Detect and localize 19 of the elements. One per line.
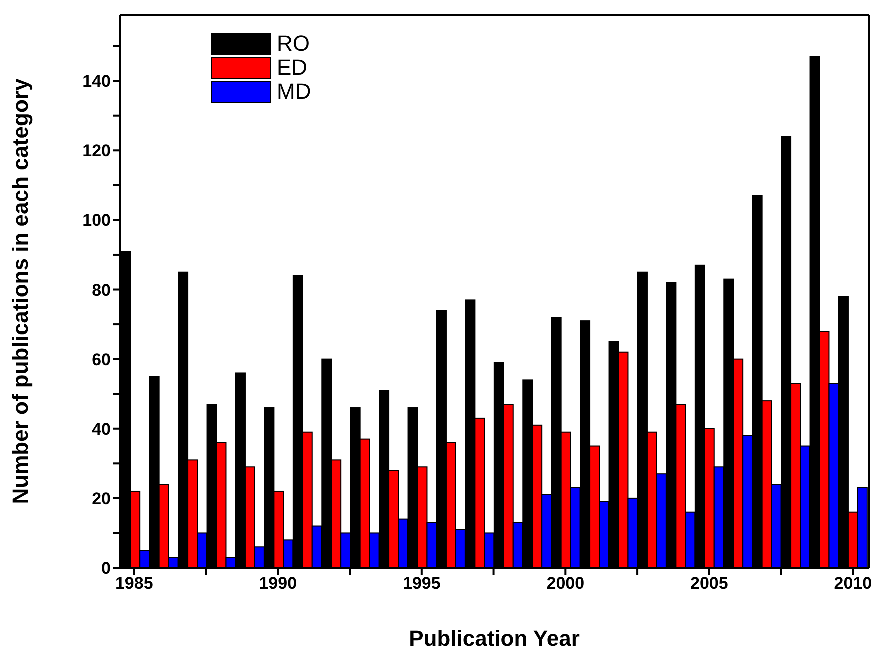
x-tick-label: 2010 — [834, 574, 872, 594]
y-tick-label: 140 — [82, 72, 111, 92]
y-tick-label: 0 — [102, 559, 111, 578]
legend-label: MD — [277, 79, 312, 105]
x-tick-label: 1995 — [402, 574, 441, 594]
x-tick-label: 1990 — [259, 574, 298, 594]
y-axis-title: Number of publications in each category — [8, 78, 33, 504]
x-axis-title: Publication Year — [409, 626, 580, 651]
y-tick-label: 120 — [82, 142, 111, 161]
x-tick-label: 2005 — [690, 574, 728, 594]
x-tick-label: 1985 — [115, 574, 154, 594]
y-tick-label: 60 — [92, 350, 111, 370]
y-tick-label: 100 — [82, 211, 111, 230]
y-tick-label: 80 — [92, 280, 111, 300]
y-tick-label: 20 — [92, 489, 111, 508]
legend-label: ED — [277, 55, 308, 81]
y-tick-label: 40 — [92, 420, 111, 439]
x-tick-label: 2000 — [546, 574, 585, 594]
legend-label: RO — [277, 31, 310, 57]
